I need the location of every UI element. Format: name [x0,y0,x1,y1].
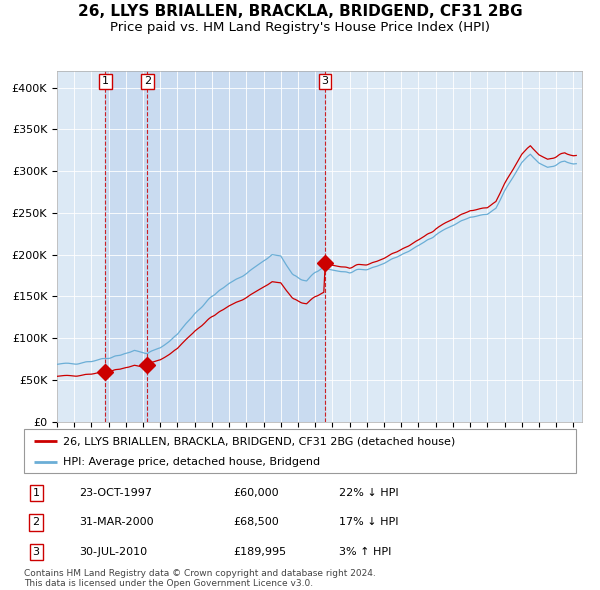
Text: 3: 3 [322,76,329,86]
Text: 1: 1 [32,488,40,498]
Text: 23-OCT-1997: 23-OCT-1997 [79,488,152,498]
Text: 22% ↓ HPI: 22% ↓ HPI [338,488,398,498]
FancyBboxPatch shape [24,429,576,473]
Text: £60,000: £60,000 [234,488,280,498]
Text: Price paid vs. HM Land Registry's House Price Index (HPI): Price paid vs. HM Land Registry's House … [110,21,490,34]
Bar [106,71,148,422]
Bar [148,71,325,422]
Text: 26, LLYS BRIALLEN, BRACKLA, BRIDGEND, CF31 2BG (detached house): 26, LLYS BRIALLEN, BRACKLA, BRIDGEND, CF… [62,437,455,446]
Text: £68,500: £68,500 [234,517,280,527]
Text: 3: 3 [32,547,40,557]
Text: HPI: Average price, detached house, Bridgend: HPI: Average price, detached house, Brid… [62,457,320,467]
Text: 17% ↓ HPI: 17% ↓ HPI [338,517,398,527]
Text: 26, LLYS BRIALLEN, BRACKLA, BRIDGEND, CF31 2BG: 26, LLYS BRIALLEN, BRACKLA, BRIDGEND, CF… [77,4,523,19]
Text: 2: 2 [144,76,151,86]
Text: 31-MAR-2000: 31-MAR-2000 [79,517,154,527]
Text: 2: 2 [32,517,40,527]
Text: 1: 1 [102,76,109,86]
Text: 3% ↑ HPI: 3% ↑ HPI [338,547,391,557]
Text: Contains HM Land Registry data © Crown copyright and database right 2024.
This d: Contains HM Land Registry data © Crown c… [24,569,376,588]
Text: 30-JUL-2010: 30-JUL-2010 [79,547,148,557]
Text: £189,995: £189,995 [234,547,287,557]
